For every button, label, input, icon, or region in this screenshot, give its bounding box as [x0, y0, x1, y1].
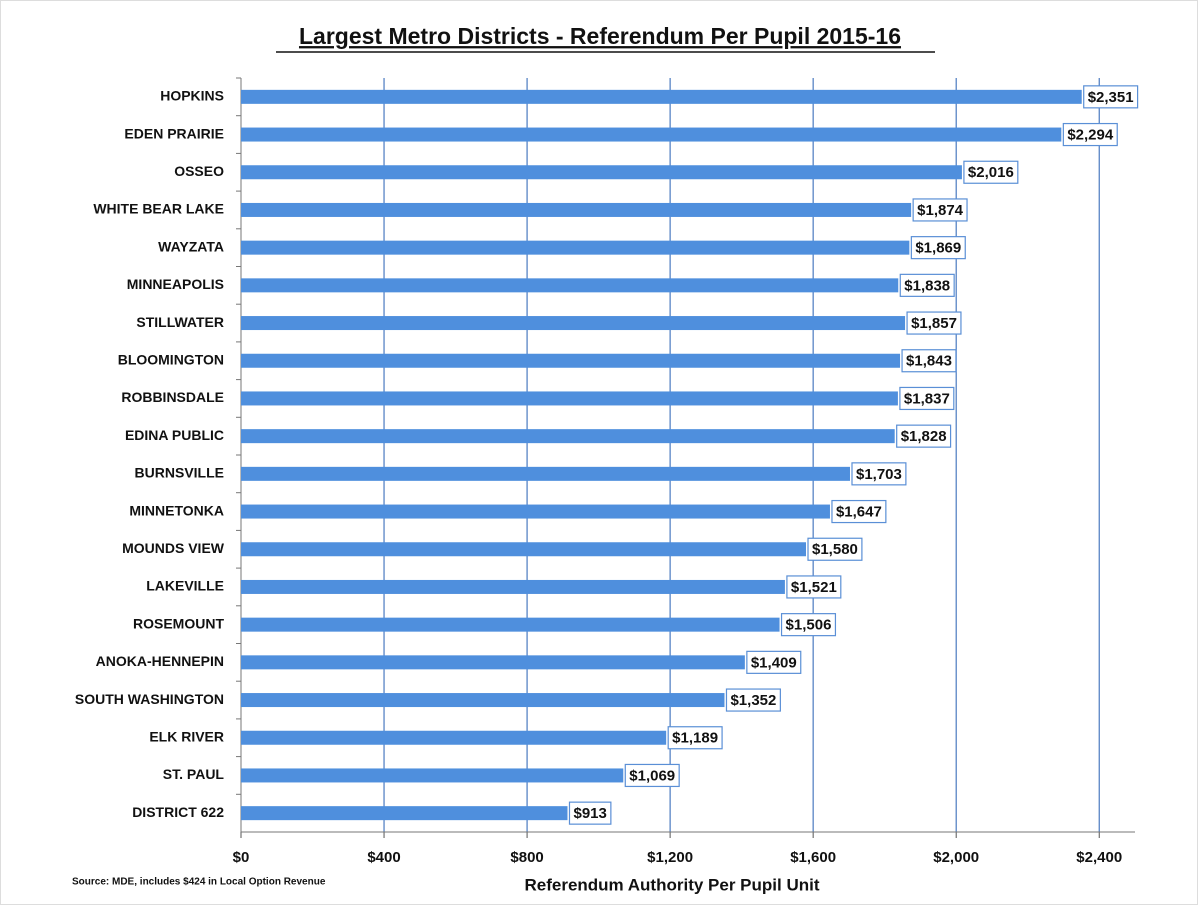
value-label-box	[910, 236, 966, 260]
value-label-box	[906, 311, 962, 335]
x-tick-label: $400	[367, 849, 400, 866]
bar	[241, 316, 906, 331]
value-label: $1,838	[904, 277, 950, 294]
bar	[241, 768, 624, 783]
x-tick-label: $1,600	[790, 849, 836, 866]
value-label: $913	[573, 805, 606, 822]
y-tick-label: ROBBINSDALE	[121, 389, 224, 405]
value-label-box	[624, 763, 680, 788]
bar	[241, 579, 785, 594]
y-tick-label: WHITE BEAR LAKE	[93, 201, 224, 217]
y-tick-label: ST. PAUL	[163, 766, 225, 782]
bar	[241, 617, 780, 632]
x-tick-label: $0	[233, 849, 250, 866]
value-label-box	[899, 273, 955, 297]
value-label-box	[912, 198, 968, 222]
bar	[241, 730, 667, 745]
bar	[241, 429, 895, 444]
value-label: $1,703	[856, 466, 902, 483]
bar	[241, 655, 745, 670]
x-tick-label: $2,000	[933, 849, 979, 866]
value-label: $2,016	[968, 164, 1014, 181]
y-tick-label: STILLWATER	[136, 314, 224, 330]
value-label: $1,843	[906, 353, 952, 370]
value-label-box	[667, 726, 723, 750]
bar	[241, 353, 901, 368]
x-tick-label: $2,400	[1076, 849, 1122, 866]
bar	[241, 466, 850, 481]
value-label: $1,506	[786, 617, 832, 634]
y-tick-label: BLOOMINGTON	[118, 351, 224, 367]
y-tick-label: ANOKA-HENNEPIN	[96, 653, 224, 669]
x-tick-label: $1,200	[647, 849, 693, 866]
bar	[241, 240, 910, 255]
y-tick-label: OSSEO	[174, 163, 224, 179]
y-tick-label: EDINA PUBLIC	[125, 427, 224, 443]
x-tick-label: $800	[510, 849, 543, 866]
y-tick-label: SOUTH WASHINGTON	[75, 691, 224, 707]
bar	[241, 693, 725, 708]
value-label: $1,857	[911, 315, 957, 332]
y-tick-label: BURNSVILLE	[135, 465, 224, 481]
value-label-box	[807, 537, 863, 561]
value-label: $2,351	[1088, 89, 1134, 106]
value-label-box	[899, 386, 955, 411]
bar	[241, 504, 830, 519]
value-label: $1,409	[751, 654, 797, 671]
bar	[241, 89, 1082, 104]
bar	[241, 202, 912, 217]
value-label: $1,828	[901, 428, 947, 445]
chart-title: Largest Metro Districts - Referendum Per…	[299, 23, 901, 49]
y-tick-label: MOUNDS VIEW	[122, 540, 225, 556]
y-tick-label: DISTRICT 622	[132, 804, 224, 820]
bar	[241, 391, 898, 406]
value-label-box	[786, 575, 842, 599]
y-tick-label: ELK RIVER	[149, 728, 224, 744]
bar	[241, 542, 807, 557]
value-label-box	[1062, 122, 1118, 147]
value-label: $1,521	[791, 579, 837, 596]
value-label-box	[725, 688, 781, 712]
value-label-box	[568, 801, 612, 825]
y-tick-label: EDEN PRAIRIE	[124, 125, 224, 141]
y-tick-label: HOPKINS	[160, 88, 224, 104]
value-label-box	[963, 160, 1019, 184]
value-label: $2,294	[1067, 127, 1114, 144]
value-label: $1,580	[812, 541, 858, 558]
y-tick-label: MINNEAPOLIS	[127, 276, 224, 292]
value-label: $1,869	[915, 240, 961, 257]
value-label: $1,069	[629, 767, 675, 784]
value-label: $1,874	[917, 202, 964, 219]
value-label: $1,352	[730, 692, 776, 709]
value-label-box	[896, 424, 952, 448]
bar	[241, 806, 568, 821]
y-tick-label: LAKEVILLE	[146, 578, 224, 594]
value-label: $1,189	[672, 730, 718, 747]
y-tick-label: WAYZATA	[158, 238, 224, 254]
bar	[241, 127, 1062, 142]
bar	[241, 278, 899, 293]
value-label-box	[851, 462, 907, 486]
x-axis-label: Referendum Authority Per Pupil Unit	[524, 875, 819, 894]
y-tick-label: ROSEMOUNT	[133, 615, 224, 631]
value-label-box	[780, 613, 837, 637]
bar	[241, 165, 962, 180]
value-label-box	[746, 650, 802, 674]
value-label: $1,837	[904, 390, 950, 407]
value-label: $1,647	[836, 504, 882, 521]
source-note: Source: MDE, includes $424 in Local Opti…	[72, 877, 326, 888]
value-label-box	[1083, 85, 1139, 109]
value-label-box	[831, 499, 887, 524]
y-tick-label: MINNETONKA	[129, 502, 224, 518]
value-label-box	[901, 349, 957, 373]
